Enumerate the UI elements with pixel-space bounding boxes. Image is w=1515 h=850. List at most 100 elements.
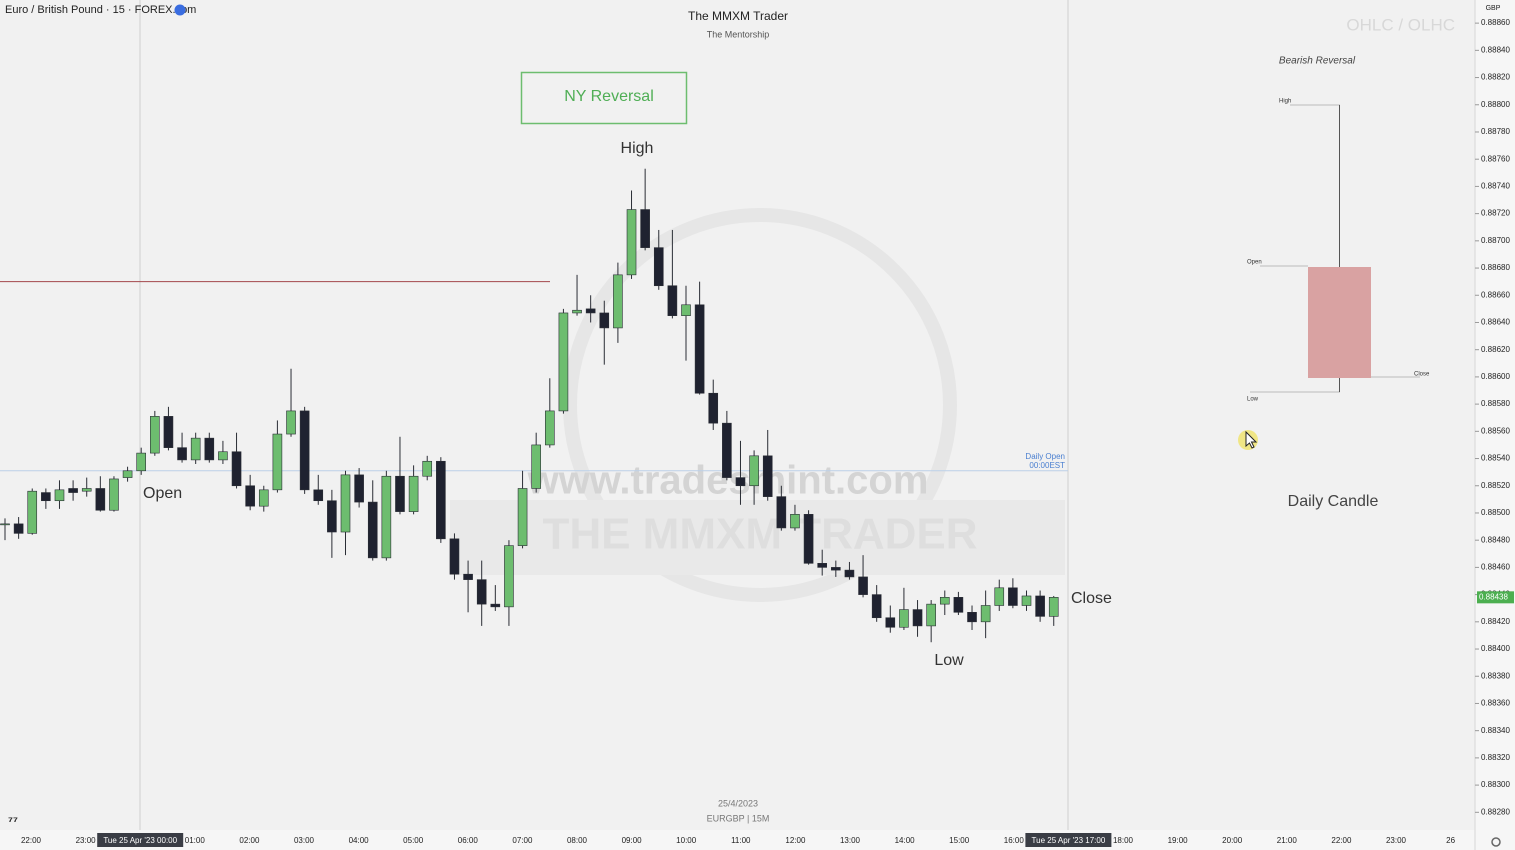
candle-body [504,545,514,608]
candles [0,168,1059,643]
y-tick-label: 0.88820 [1481,73,1510,82]
x-tick-label: Tue 25 Apr '23 17:00 [1032,836,1106,845]
y-tick-label: 0.88740 [1481,182,1510,191]
x-tick-label: 07:00 [512,836,533,845]
candle-body [313,489,324,502]
x-tick-label: 26 [1446,836,1455,845]
candle-body [667,285,678,316]
candle-body [81,488,92,492]
candle-body [27,490,38,534]
candle-body [449,538,460,575]
y-tick-label: 0.88560 [1481,426,1510,435]
x-tick-label: 10:00 [676,836,697,845]
candle-body [286,410,296,435]
y-tick-label: 0.88760 [1481,154,1510,163]
annotation: High [621,140,654,157]
crosshair-time-box [1025,833,1112,847]
candle-body [912,609,923,627]
y-axis: 0.88860 0.88840 0.88820 0.88800 0.88780 0.887… [1475,18,1510,816]
y-tick-label: 0.88500 [1481,508,1510,517]
candle-body [953,597,964,613]
x-tick-label: 23:00 [1386,836,1407,845]
candle-body [871,594,882,619]
candle-body [68,488,78,493]
candle-body [163,416,174,448]
candle-body [327,500,337,533]
candle-body [803,514,814,564]
candle-body [381,475,392,559]
x-tick-label: 04:00 [349,836,370,845]
y-tick-label: 0.88720 [1481,209,1510,218]
candle-body [544,410,555,446]
y-tick-label: 0.88800 [1481,100,1510,109]
x-tick-label: 13:00 [840,836,861,845]
candle-body [613,274,623,329]
candle-body [749,455,759,487]
candle-body [1035,595,1045,617]
inset-body [1308,267,1371,378]
candle-body [95,488,106,511]
candle-body [13,523,24,534]
candle-body [136,452,146,472]
y-tick-label: 0.88840 [1481,45,1510,54]
candle-body [218,451,228,461]
logo: ⁷⁷ [8,814,18,828]
candle-body [967,611,977,623]
x-tick-label: Tue 25 Apr '23 00:00 [103,836,177,845]
y-tick-label: 0.88520 [1481,481,1510,490]
y-tick-label: 0.88380 [1481,671,1510,680]
settings-icon[interactable] [1491,837,1501,847]
currency-label: GBP [1486,5,1501,12]
y-tick-label: 0.88300 [1481,780,1510,789]
candle-body [54,489,65,502]
candle-body [231,451,242,487]
candle-body [299,410,310,491]
candle-body [653,247,664,287]
candle-body [490,603,501,608]
candle-body [994,587,1005,606]
candle-body [640,209,650,248]
annotation: Daily Open [1025,452,1065,461]
x-tick-label: 09:00 [622,836,643,845]
candle-body [762,455,773,497]
candle-body [885,617,896,628]
x-tick-label: 22:00 [1331,836,1352,845]
x-tick-label: 01:00 [185,836,206,845]
candle-body [899,609,909,628]
annotation: Low [934,652,964,669]
candle-body [122,470,133,478]
inset-title: Bearish Reversal [1279,56,1356,67]
candle-body [177,447,187,461]
x-tick-label: 16:00 [1004,836,1025,845]
x-tick-label: 19:00 [1168,836,1189,845]
candle-body [831,567,841,571]
plot-background [0,0,1475,830]
annotation: NY Reversal [564,88,654,105]
candle-body [245,485,255,507]
candle-body [517,488,528,546]
date-label: 25/4/2023 [718,798,758,808]
candle-body [531,444,541,489]
inset-label: Low [1247,397,1259,403]
y-tick-label: 0.88480 [1481,535,1510,544]
x-tick-label: 11:00 [731,836,751,845]
x-tick-label: 02:00 [239,836,260,845]
candle-body [190,437,201,461]
candle-body [926,603,936,627]
x-tick-label: 05:00 [403,836,424,845]
y-tick-label: 0.88420 [1481,617,1510,626]
y-tick-label: 0.88780 [1481,127,1510,136]
candle-body [109,478,119,511]
x-axis: 22:00 23:00 Tue 25 Apr '23 00:00 01:00 02:00… [21,833,1456,847]
inset-label: Close [1414,372,1430,378]
candle-body [204,437,215,461]
inset-label: High [1279,99,1291,105]
candle-body [858,576,868,595]
x-tick-label: 14:00 [895,836,916,845]
candle-body [776,496,787,529]
candle-body [735,477,746,487]
y-tick-label: 0.88620 [1481,345,1510,354]
symbol-title: Euro / British Pound · 15 · FOREX.com [5,4,196,16]
